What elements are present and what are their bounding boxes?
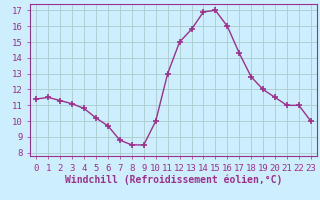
X-axis label: Windchill (Refroidissement éolien,°C): Windchill (Refroidissement éolien,°C) xyxy=(65,174,282,185)
